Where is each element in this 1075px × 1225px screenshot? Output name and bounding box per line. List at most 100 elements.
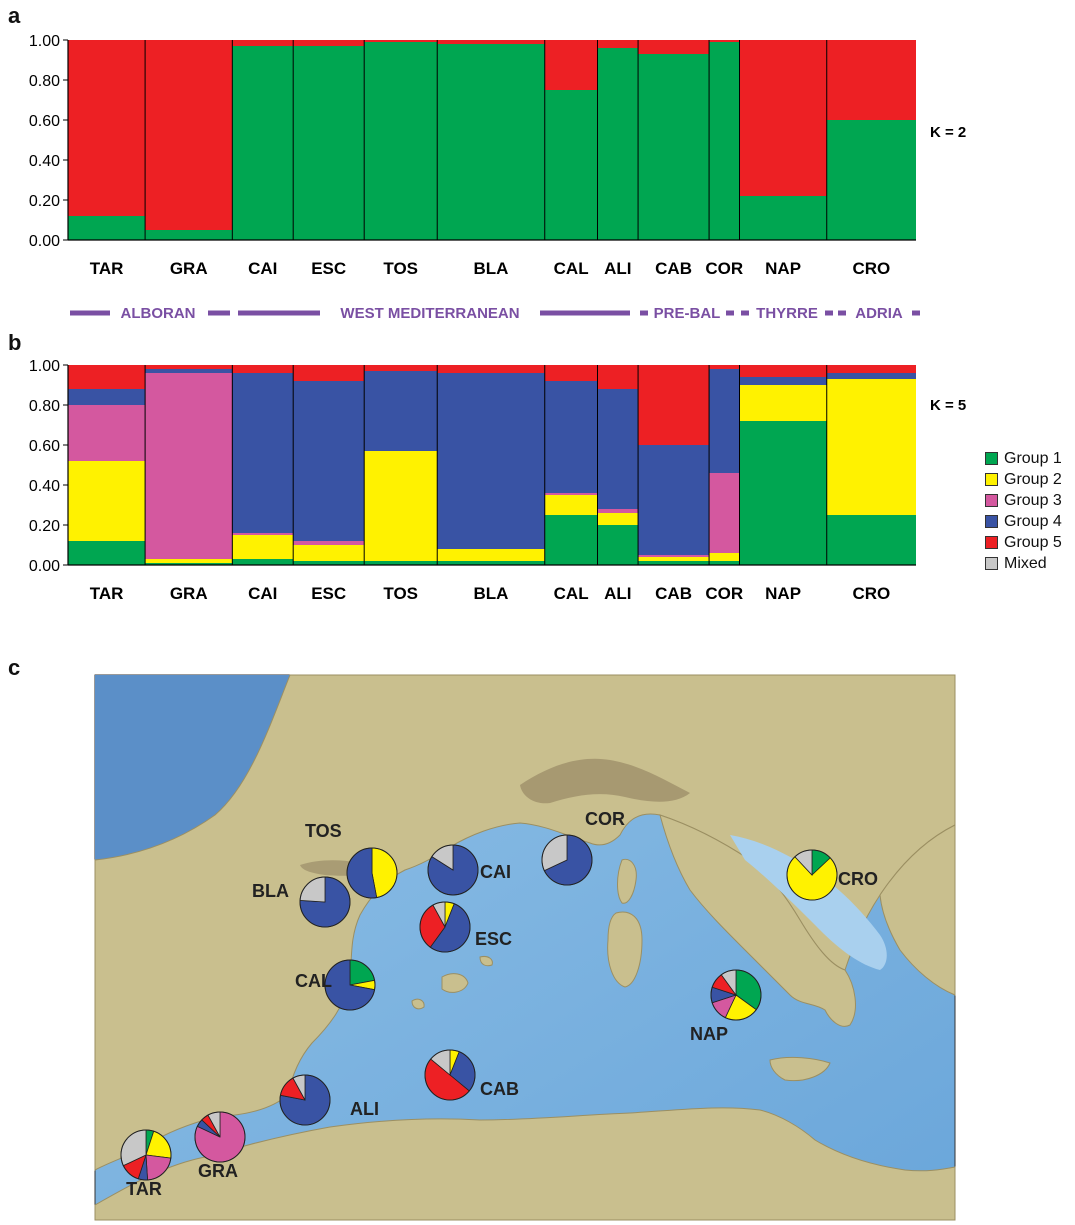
k5-ytick-label-0: 0.00 bbox=[29, 558, 60, 575]
k5-bar-bla-s1 bbox=[437, 561, 545, 565]
legend-swatch-group2 bbox=[985, 473, 998, 486]
k5-bar-cor-s1 bbox=[709, 561, 740, 565]
pie-cor-outline bbox=[541, 834, 593, 886]
k5-ytick-label-2: 0.40 bbox=[29, 478, 60, 495]
pie-cai-outline bbox=[427, 844, 479, 896]
k2-bar-cai-s1 bbox=[232, 46, 294, 240]
pie-gra-label: GRA bbox=[198, 1161, 238, 1181]
legend-swatch-group5 bbox=[985, 536, 998, 549]
k5-bar-esc-s1 bbox=[293, 561, 365, 565]
legend-swatch-group1 bbox=[985, 452, 998, 465]
k5-bar-cai-s3 bbox=[232, 533, 294, 535]
pie-nap-label: NAP bbox=[690, 1024, 728, 1044]
map-mallorca bbox=[441, 973, 469, 993]
k2-bar-nap-s2 bbox=[739, 40, 827, 196]
chart-k5: TAR GRA CAI ESC TOS BLA CAL ALI CAB COR NAP CRO 0.00… bbox=[29, 358, 966, 603]
k2-xlabel-gra: GRA bbox=[170, 259, 208, 278]
k2-k-label: K = 2 bbox=[930, 124, 966, 141]
k5-bar-ali-s5 bbox=[597, 365, 639, 389]
k2-bar-esc-s1 bbox=[293, 46, 365, 240]
k2-bar-gra-s2 bbox=[145, 40, 233, 230]
chart-k2: TAR GRA CAI ESC TOS BLA CAL ALI CAB COR NAP CRO 0.00… bbox=[29, 33, 966, 278]
k5-bar-tos-s5 bbox=[364, 365, 438, 371]
k5-bar-tar-s4 bbox=[68, 389, 146, 405]
k5-bar-bla-s5 bbox=[437, 365, 545, 373]
k5-bar-nap-s2 bbox=[739, 385, 827, 421]
pie-cro-label: CRO bbox=[838, 869, 878, 889]
pie-cai-label: CAI bbox=[480, 862, 511, 882]
k5-xlabel-cal: CAL bbox=[554, 584, 589, 603]
k2-bar-tar-s2 bbox=[68, 40, 146, 216]
k5-bar-tar-s3 bbox=[68, 405, 146, 461]
k5-bar-cor-s2 bbox=[709, 553, 740, 561]
k2-bar-tar-s1 bbox=[68, 216, 146, 240]
k5-bar-cal-s4 bbox=[544, 381, 598, 493]
k5-bar-bla-s4 bbox=[437, 373, 545, 549]
k2-ytick-label-3: 0.60 bbox=[29, 113, 60, 130]
k5-bar-tos-s4 bbox=[364, 371, 438, 451]
panel-letter-c: c bbox=[8, 655, 21, 680]
k5-bar-cab-s2 bbox=[638, 557, 710, 561]
pie-bla-outline bbox=[299, 876, 351, 928]
legend: Group 1 Group 2 Group 3 Group 4 Group 5 … bbox=[985, 448, 1062, 574]
k5-bar-esc-s4 bbox=[293, 381, 365, 541]
k2-bar-cro-s1 bbox=[826, 120, 916, 240]
map-alps bbox=[520, 758, 690, 804]
legend-swatch-mixed bbox=[985, 557, 998, 570]
k2-xlabel-esc: ESC bbox=[311, 259, 346, 278]
k5-bar-cal-s3 bbox=[544, 493, 598, 495]
region-pre-bal: PRE-BAL bbox=[640, 305, 734, 322]
k2-bar-tos-s2 bbox=[364, 40, 438, 42]
legend-label-group3: Group 3 bbox=[1004, 491, 1062, 509]
pie-cal-outline bbox=[324, 959, 376, 1011]
map-background bbox=[94, 674, 956, 1221]
k5-bar-cro-s2 bbox=[826, 379, 916, 515]
legend-item-group4: Group 4 bbox=[985, 511, 1062, 532]
k2-bar-ali-s1 bbox=[597, 48, 639, 240]
k2-xlabel-bla: BLA bbox=[474, 259, 509, 278]
pie-cal-label: CAL bbox=[295, 971, 332, 991]
k5-xlabel-gra: GRA bbox=[170, 584, 208, 603]
legend-item-group1: Group 1 bbox=[985, 448, 1062, 469]
legend-item-group2: Group 2 bbox=[985, 469, 1062, 490]
map-adriatic bbox=[730, 835, 887, 970]
k5-bar-bla-s2 bbox=[437, 549, 545, 561]
legend-item-mixed: Mixed bbox=[985, 553, 1062, 574]
k2-xlabel-cro: CRO bbox=[852, 259, 890, 278]
k2-bar-bla-s2 bbox=[437, 40, 545, 44]
k5-bar-tar-s1 bbox=[68, 541, 146, 565]
k2-ytick-label-2: 0.40 bbox=[29, 153, 60, 170]
pie-nap-outline bbox=[710, 969, 762, 1021]
legend-label-group1: Group 1 bbox=[1004, 449, 1062, 467]
k5-bar-tos-s1 bbox=[364, 561, 438, 565]
k5-bar-cal-s5 bbox=[544, 365, 598, 381]
legend-label-group4: Group 4 bbox=[1004, 512, 1062, 530]
k5-bar-cai-s4 bbox=[232, 373, 294, 533]
k5-xlabel-tar: TAR bbox=[90, 584, 124, 603]
k5-bar-cor-s4 bbox=[709, 369, 740, 473]
region-bar: ALBORAN WEST MEDITERRANEAN PRE-BAL THYRR… bbox=[70, 305, 920, 322]
k5-bar-cro-s5 bbox=[826, 365, 916, 373]
pie-tos-label: TOS bbox=[305, 821, 342, 841]
k2-bar-bla-s1 bbox=[437, 44, 545, 240]
k5-bar-cro-s4 bbox=[826, 373, 916, 379]
legend-swatch-group3 bbox=[985, 494, 998, 507]
k2-bar-cab-s1 bbox=[638, 54, 710, 240]
k5-ytick-label-3: 0.60 bbox=[29, 438, 60, 455]
k5-bar-tos-s2 bbox=[364, 451, 438, 561]
region-thyrre-label: THYRRE bbox=[756, 305, 818, 322]
k5-bar-ali-s4 bbox=[597, 389, 639, 509]
legend-label-mixed: Mixed bbox=[1004, 554, 1047, 572]
k5-xlabel-cro: CRO bbox=[852, 584, 890, 603]
k2-ytick-label-4: 0.80 bbox=[29, 73, 60, 90]
k5-bar-cal-s2 bbox=[544, 495, 598, 515]
k2-bar-gra-s1 bbox=[145, 230, 233, 240]
map-atlantic bbox=[95, 675, 290, 860]
k5-bar-gra-s2 bbox=[145, 559, 233, 563]
k2-bar-ali-s2 bbox=[597, 40, 639, 48]
k5-bar-esc-s2 bbox=[293, 545, 365, 561]
k5-xlabel-tos: TOS bbox=[383, 584, 418, 603]
k5-bar-ali-s3 bbox=[597, 509, 639, 513]
pie-ali-outline bbox=[279, 1074, 331, 1126]
k5-bar-nap-s4 bbox=[739, 377, 827, 385]
